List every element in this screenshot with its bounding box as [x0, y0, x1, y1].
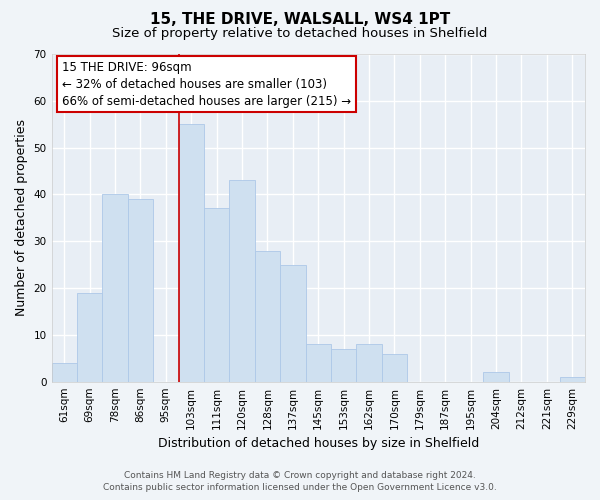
Y-axis label: Number of detached properties: Number of detached properties [15, 120, 28, 316]
Text: 15 THE DRIVE: 96sqm
← 32% of detached houses are smaller (103)
66% of semi-detac: 15 THE DRIVE: 96sqm ← 32% of detached ho… [62, 60, 352, 108]
Text: Size of property relative to detached houses in Shelfield: Size of property relative to detached ho… [112, 28, 488, 40]
Bar [52, 363, 77, 382]
Bar [280, 264, 305, 382]
Bar [255, 250, 280, 382]
Text: 15, THE DRIVE, WALSALL, WS4 1PT: 15, THE DRIVE, WALSALL, WS4 1PT [150, 12, 450, 28]
Bar [560, 377, 585, 382]
Bar [484, 372, 509, 382]
Bar [356, 344, 382, 382]
X-axis label: Distribution of detached houses by size in Shelfield: Distribution of detached houses by size … [158, 437, 479, 450]
Bar [103, 194, 128, 382]
Bar [204, 208, 229, 382]
Bar [331, 349, 356, 382]
Text: Contains HM Land Registry data © Crown copyright and database right 2024.
Contai: Contains HM Land Registry data © Crown c… [103, 471, 497, 492]
Bar [179, 124, 204, 382]
Bar [77, 292, 103, 382]
Bar [382, 354, 407, 382]
Bar [305, 344, 331, 382]
Bar [229, 180, 255, 382]
Bar [128, 199, 153, 382]
